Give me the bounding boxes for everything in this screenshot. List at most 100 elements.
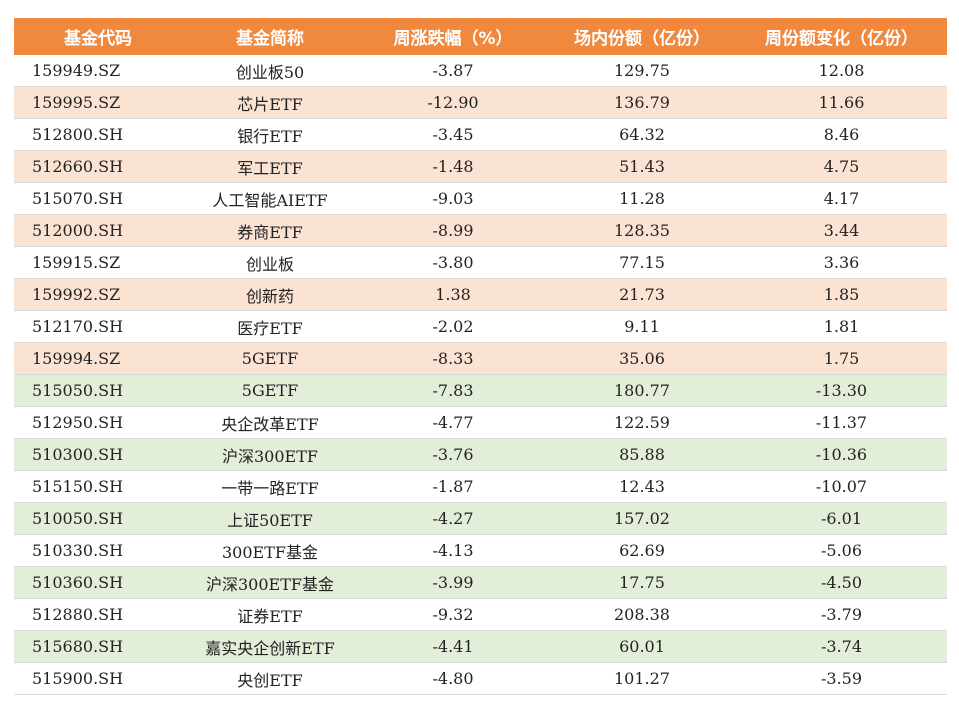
fund-name-cell: 芯片ETF (182, 86, 358, 119)
table-row: 510300.SH 沪深300ETF -3.76 85.88 -10.36 (14, 438, 947, 471)
share-change-cell: -10.07 (736, 470, 947, 503)
weekly-change-cell: -4.13 (358, 534, 548, 567)
table-row: 159949.SZ 创业板50 -3.87 129.75 12.08 (14, 55, 947, 87)
shares-cell: 180.77 (548, 374, 736, 407)
table-row: 512880.SH 证券ETF -9.32 208.38 -3.79 (14, 598, 947, 631)
weekly-change-cell: -3.76 (358, 438, 548, 471)
fund-name-cell: 一带一路ETF (182, 470, 358, 503)
table-row: 515680.SH 嘉实央企创新ETF -4.41 60.01 -3.74 (14, 630, 947, 663)
fund-name-cell: 证券ETF (182, 598, 358, 631)
fund-code-cell: 512170.SH (14, 310, 182, 343)
share-change-cell: 3.36 (736, 246, 947, 279)
share-change-cell: 3.44 (736, 214, 947, 247)
weekly-change-cell: -8.99 (358, 214, 548, 247)
fund-name-cell: 5GETF (182, 374, 358, 407)
fund-name-cell: 沪深300ETF基金 (182, 566, 358, 599)
fund-code-cell: 515150.SH (14, 470, 182, 503)
table-row: 515900.SH 央创ETF -4.80 101.27 -3.59 (14, 662, 947, 695)
shares-cell: 60.01 (548, 630, 736, 663)
fund-name-cell: 央创ETF (182, 662, 358, 695)
shares-cell: 157.02 (548, 502, 736, 535)
fund-name-cell: 创业板50 (182, 55, 358, 87)
fund-name-cell: 医疗ETF (182, 310, 358, 343)
weekly-change-cell: -8.33 (358, 342, 548, 375)
fund-name-cell: 创新药 (182, 278, 358, 311)
fund-code-cell: 515680.SH (14, 630, 182, 663)
weekly-change-cell: -4.27 (358, 502, 548, 535)
weekly-change-cell: -4.77 (358, 406, 548, 439)
fund-name-cell: 上证50ETF (182, 502, 358, 535)
fund-code-cell: 159915.SZ (14, 246, 182, 279)
fund-share-table: 基金代码 基金简称 周涨跌幅（%） 场内份额（亿份） 周份额变化（亿份） 159… (14, 18, 947, 695)
weekly-change-cell: -3.45 (358, 118, 548, 151)
fund-code-cell: 510330.SH (14, 534, 182, 567)
fund-name-cell: 军工ETF (182, 150, 358, 183)
fund-name-cell: 券商ETF (182, 214, 358, 247)
fund-code-cell: 512880.SH (14, 598, 182, 631)
weekly-change-cell: 1.38 (358, 278, 548, 311)
shares-cell: 35.06 (548, 342, 736, 375)
fund-name-cell: 银行ETF (182, 118, 358, 151)
fund-name-cell: 嘉实央企创新ETF (182, 630, 358, 663)
share-change-cell: -3.79 (736, 598, 947, 631)
table-row: 510050.SH 上证50ETF -4.27 157.02 -6.01 (14, 502, 947, 535)
shares-cell: 129.75 (548, 55, 736, 87)
fund-name-cell: 5GETF (182, 342, 358, 375)
weekly-change-cell: -1.87 (358, 470, 548, 503)
header-weekly-share-change: 周份额变化（亿份） (736, 18, 947, 55)
weekly-change-cell: -9.32 (358, 598, 548, 631)
share-change-cell: -4.50 (736, 566, 947, 599)
table-row: 512950.SH 央企改革ETF -4.77 122.59 -11.37 (14, 406, 947, 439)
table-row: 159994.SZ 5GETF -8.33 35.06 1.75 (14, 342, 947, 375)
table-row: 512660.SH 军工ETF -1.48 51.43 4.75 (14, 150, 947, 183)
fund-code-cell: 512950.SH (14, 406, 182, 439)
share-change-cell: 1.75 (736, 342, 947, 375)
shares-cell: 11.28 (548, 182, 736, 215)
fund-code-cell: 159992.SZ (14, 278, 182, 311)
table-row: 159915.SZ 创业板 -3.80 77.15 3.36 (14, 246, 947, 279)
weekly-change-cell: -12.90 (358, 86, 548, 119)
fund-code-cell: 159994.SZ (14, 342, 182, 375)
share-change-cell: 8.46 (736, 118, 947, 151)
share-change-cell: 4.17 (736, 182, 947, 215)
shares-cell: 101.27 (548, 662, 736, 695)
shares-cell: 64.32 (548, 118, 736, 151)
shares-cell: 136.79 (548, 86, 736, 119)
fund-name-cell: 沪深300ETF (182, 438, 358, 471)
share-change-cell: -11.37 (736, 406, 947, 439)
shares-cell: 62.69 (548, 534, 736, 567)
table-row: 510360.SH 沪深300ETF基金 -3.99 17.75 -4.50 (14, 566, 947, 599)
fund-code-cell: 159949.SZ (14, 55, 182, 87)
weekly-change-cell: -2.02 (358, 310, 548, 343)
fund-code-cell: 510050.SH (14, 502, 182, 535)
table-body: 159949.SZ 创业板50 -3.87 129.75 12.08 159995.SZ 芯… (14, 55, 947, 695)
table-row: 512170.SH 医疗ETF -2.02 9.11 1.81 (14, 310, 947, 343)
weekly-change-cell: -9.03 (358, 182, 548, 215)
fund-name-cell: 央企改革ETF (182, 406, 358, 439)
fund-name-cell: 300ETF基金 (182, 534, 358, 567)
shares-cell: 128.35 (548, 214, 736, 247)
weekly-change-cell: -3.87 (358, 55, 548, 87)
table-row: 515070.SH 人工智能AIETF -9.03 11.28 4.17 (14, 182, 947, 215)
fund-code-cell: 515050.SH (14, 374, 182, 407)
weekly-change-cell: -3.99 (358, 566, 548, 599)
fund-code-cell: 512660.SH (14, 150, 182, 183)
table-row: 515050.SH 5GETF -7.83 180.77 -13.30 (14, 374, 947, 407)
shares-cell: 85.88 (548, 438, 736, 471)
shares-cell: 12.43 (548, 470, 736, 503)
weekly-change-cell: -7.83 (358, 374, 548, 407)
weekly-change-cell: -4.41 (358, 630, 548, 663)
table-row: 512800.SH 银行ETF -3.45 64.32 8.46 (14, 118, 947, 151)
table-row: 512000.SH 券商ETF -8.99 128.35 3.44 (14, 214, 947, 247)
weekly-change-cell: -1.48 (358, 150, 548, 183)
table-row: 510330.SH 300ETF基金 -4.13 62.69 -5.06 (14, 534, 947, 567)
share-change-cell: 11.66 (736, 86, 947, 119)
fund-code-cell: 159995.SZ (14, 86, 182, 119)
shares-cell: 21.73 (548, 278, 736, 311)
fund-code-cell: 515900.SH (14, 662, 182, 695)
weekly-change-cell: -4.80 (358, 662, 548, 695)
fund-code-cell: 510300.SH (14, 438, 182, 471)
share-change-cell: -10.36 (736, 438, 947, 471)
fund-code-cell: 510360.SH (14, 566, 182, 599)
share-change-cell: -6.01 (736, 502, 947, 535)
